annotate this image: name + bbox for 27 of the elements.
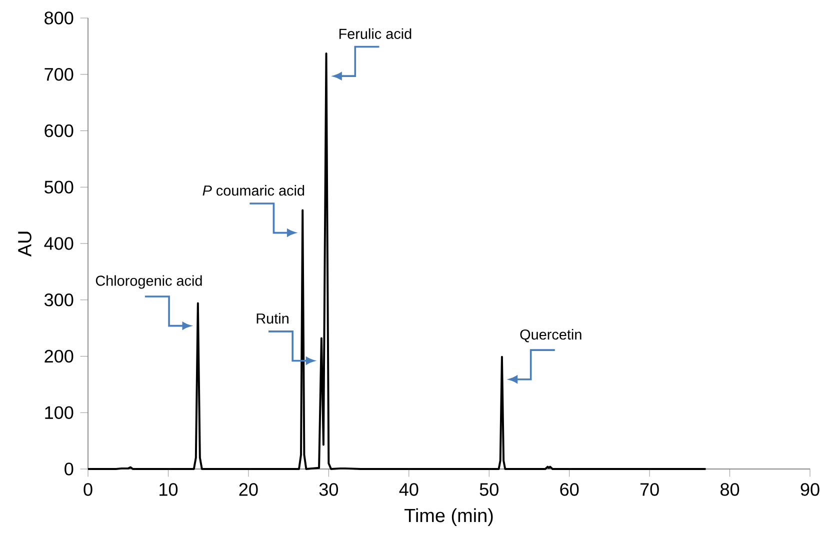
x-tick-label: 0	[84, 483, 92, 496]
y-tick-label: 500	[44, 180, 74, 194]
y-tick-label: 200	[44, 350, 74, 363]
annotation: Rutin	[256, 313, 288, 324]
y-tick-label: 300	[44, 293, 74, 306]
annotation: Ferulic acid	[339, 28, 412, 39]
line-series	[87, 52, 707, 470]
x-tick-label: 80	[720, 483, 740, 496]
x-tick-label: 60	[560, 483, 579, 496]
annotation: Chlorogenic acid	[96, 275, 202, 289]
x-tick-label: 10	[160, 483, 178, 496]
annotation: Quercetin	[520, 329, 582, 342]
annotation: P coumaric acid	[202, 185, 304, 196]
x-tick-label: 40	[399, 483, 418, 496]
x-axis-title: Time (min)	[404, 508, 493, 526]
x-tick-label: 50	[480, 483, 498, 496]
x-tick-label: 70	[640, 483, 659, 496]
y-tick-label: 700	[44, 68, 74, 81]
x-tick-label: 20	[239, 483, 258, 496]
y-tick-label: 400	[44, 237, 74, 250]
y-tick-label: 600	[44, 124, 74, 138]
x-tick-label: 30	[319, 483, 338, 496]
y-tick-label: 800	[44, 12, 74, 24]
y-tick-label: 100	[45, 406, 74, 420]
y-axis-title: AU	[18, 232, 32, 257]
x-tick-label: 90	[800, 483, 820, 496]
y-tick-label: 0	[64, 462, 74, 476]
